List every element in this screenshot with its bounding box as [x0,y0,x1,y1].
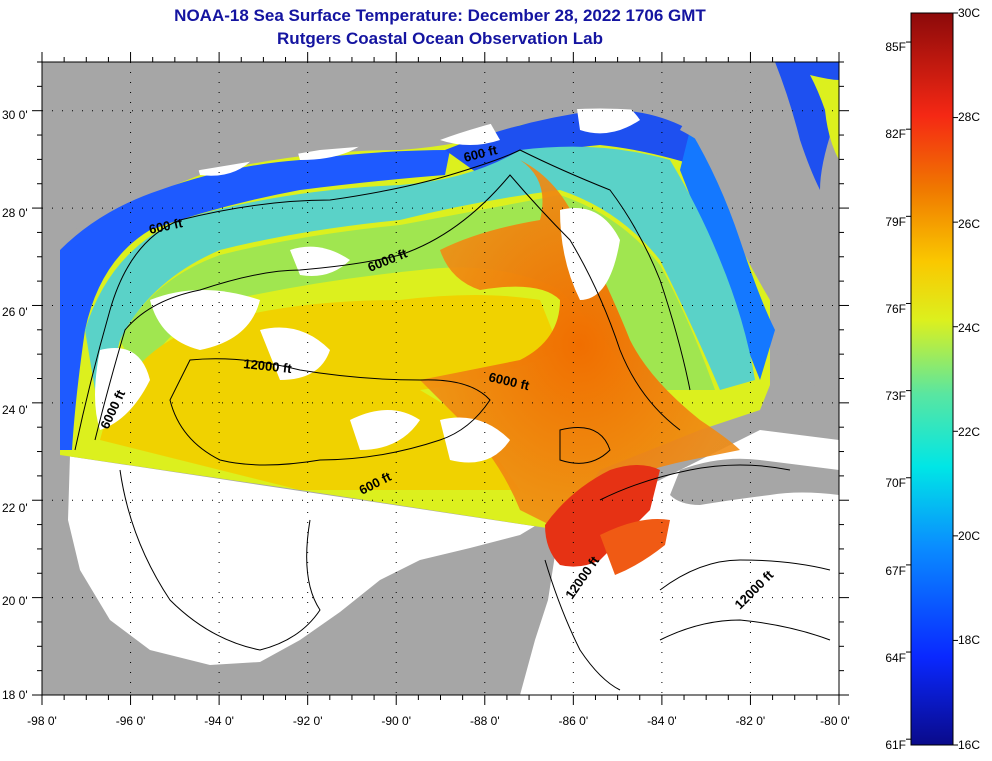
lon-label: -82 0' [736,714,766,728]
lon-label: -80 0' [820,714,850,728]
f-label: 85F [885,40,906,54]
colorbar [910,12,954,746]
lon-label: -84 0' [647,714,677,728]
sst-caribbean-orange [600,519,670,575]
sst-cold-coast-west [60,150,450,450]
c-label: 18C [958,633,980,647]
lon-label: -96 0' [116,714,146,728]
lat-label: 22 0' [2,501,28,515]
f-label: 67F [885,564,906,578]
lat-label: 24 0' [2,403,28,417]
colorbar-fahrenheit: 85F 82F 79F 76F 73F 70F 67F 64F 61F [885,40,906,752]
lon-label: -92 0' [293,714,323,728]
f-label: 70F [885,476,906,490]
florida-land [680,62,839,396]
lat-label: 26 0' [2,305,28,319]
c-label: 22C [958,425,980,439]
bathymetry-contours [74,149,831,691]
lat-label: 28 0' [2,206,28,220]
f-label: 82F [885,127,906,141]
contour-label: 600 ft [148,215,185,237]
sst-cold-coast-florida [680,130,775,380]
lat-label: 30 0' [2,108,28,122]
axis-ticks [32,52,849,705]
cuba-land [670,458,839,505]
c-label: 16C [958,738,980,752]
f-label: 79F [885,215,906,229]
c-label: 28C [958,110,980,124]
contour-label: 12000 ft [243,356,293,376]
map-subtitle: Rutgers Coastal Ocean Observation Lab [277,29,603,48]
map-contents [42,94,839,695]
longitude-axis: -98 0' -96 0' -94 0' -92 0' -90 0' -88 0… [27,714,850,728]
sst-caribbean-warm [545,465,660,567]
f-label: 64F [885,651,906,665]
lat-label: 20 0' [2,594,28,608]
lon-label: -98 0' [27,714,57,728]
f-label: 76F [885,302,906,316]
lat-label: 18 0' [2,688,28,702]
map-title: NOAA-18 Sea Surface Temperature: Decembe… [174,6,706,25]
lon-label: -94 0' [204,714,234,728]
sst-atlantic-warm [810,75,839,160]
f-label: 73F [885,389,906,403]
colorbar-ticks [906,12,958,746]
c-label: 20C [958,529,980,543]
c-label: 24C [958,321,980,335]
c-label: 30C [958,6,980,20]
lon-label: -86 0' [558,714,588,728]
mexico-land [42,450,555,695]
c-label: 26C [958,217,980,231]
latitude-axis: 30 0' 28 0' 26 0' 24 0' 22 0' 20 0' 18 0… [2,108,28,702]
gulf-coast-land [42,62,770,450]
sst-cyan-band [85,146,755,420]
f-label: 61F [885,738,906,752]
lon-label: -90 0' [381,714,411,728]
colorbar-celsius: 30C 28C 26C 24C 22C 20C 18C 16C [958,6,980,752]
lon-label: -88 0' [470,714,500,728]
